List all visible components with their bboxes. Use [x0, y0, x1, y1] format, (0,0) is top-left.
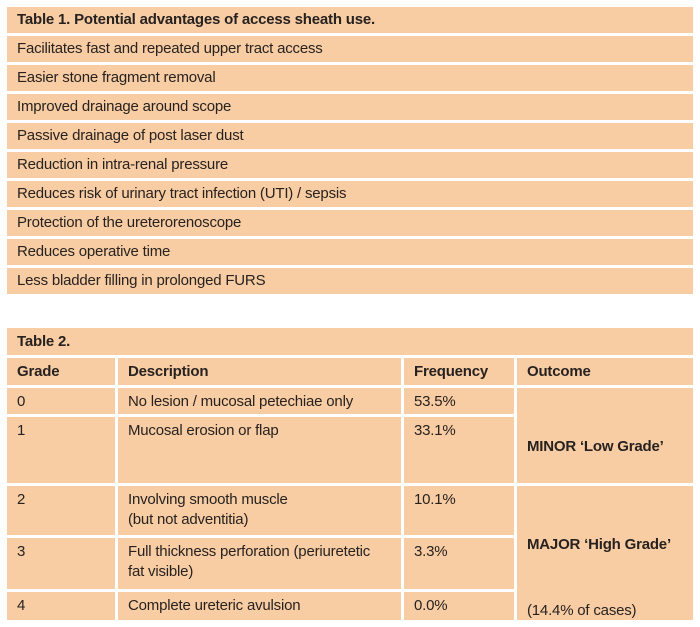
- grade-cell: 3: [7, 538, 115, 589]
- column-header-grade: Grade: [7, 358, 115, 385]
- outcome-major-cell: MAJOR ‘High Grade’ (14.4% of cases) Leav…: [517, 486, 693, 620]
- grade-cell: 1: [7, 417, 115, 483]
- column-header-frequency: Frequency: [404, 358, 514, 385]
- table-1-row: Protection of the ureterorenoscope: [7, 210, 693, 236]
- outcome-major-cases: (14.4% of cases): [527, 602, 637, 619]
- table-1: Table 1. Potential advantages of access …: [7, 7, 693, 294]
- table-1-title: Table 1. Potential advantages of access …: [7, 7, 693, 33]
- description-cell: Complete ureteric avulsion: [118, 592, 401, 620]
- frequency-cell: 3.3%: [404, 538, 514, 589]
- description-cell: Mucosal erosion or flap: [118, 417, 401, 483]
- table-1-row: Reduces risk of urinary tract infection …: [7, 181, 693, 207]
- table-1-row: Passive drainage of post laser dust: [7, 123, 693, 149]
- grade-cell: 2: [7, 486, 115, 535]
- table-1-row: Reduction in intra-renal pressure: [7, 152, 693, 178]
- description-cell: No lesion / mucosal petechiae only: [118, 388, 401, 414]
- outcome-major-heading: MAJOR ‘High Grade’: [527, 536, 671, 553]
- table-2: Table 2. Grade Description Frequency Out…: [7, 328, 693, 620]
- table-1-row: Less bladder filling in prolonged FURS: [7, 268, 693, 294]
- frequency-cell: 33.1%: [404, 417, 514, 483]
- description-cell: Involving smooth muscle (but not adventi…: [118, 486, 401, 535]
- table-2-title: Table 2.: [7, 328, 693, 355]
- outcome-minor-cell: MINOR ‘Low Grade’ (86.6% of cases) Leave…: [517, 388, 693, 483]
- grade-cell: 4: [7, 592, 115, 620]
- column-header-description: Description: [118, 358, 401, 385]
- table-1-row: Reduces operative time: [7, 239, 693, 265]
- outcome-minor-heading: MINOR ‘Low Grade’: [527, 438, 664, 455]
- frequency-cell: 0.0%: [404, 592, 514, 620]
- frequency-cell: 10.1%: [404, 486, 514, 535]
- table-1-row: Improved drainage around scope: [7, 94, 693, 120]
- table-1-row: Facilitates fast and repeated upper trac…: [7, 36, 693, 62]
- description-cell: Full thickness perforation (periuretetic…: [118, 538, 401, 589]
- table-1-row: Easier stone fragment removal: [7, 65, 693, 91]
- frequency-cell: 53.5%: [404, 388, 514, 414]
- grade-cell: 0: [7, 388, 115, 414]
- column-header-outcome: Outcome: [517, 358, 693, 385]
